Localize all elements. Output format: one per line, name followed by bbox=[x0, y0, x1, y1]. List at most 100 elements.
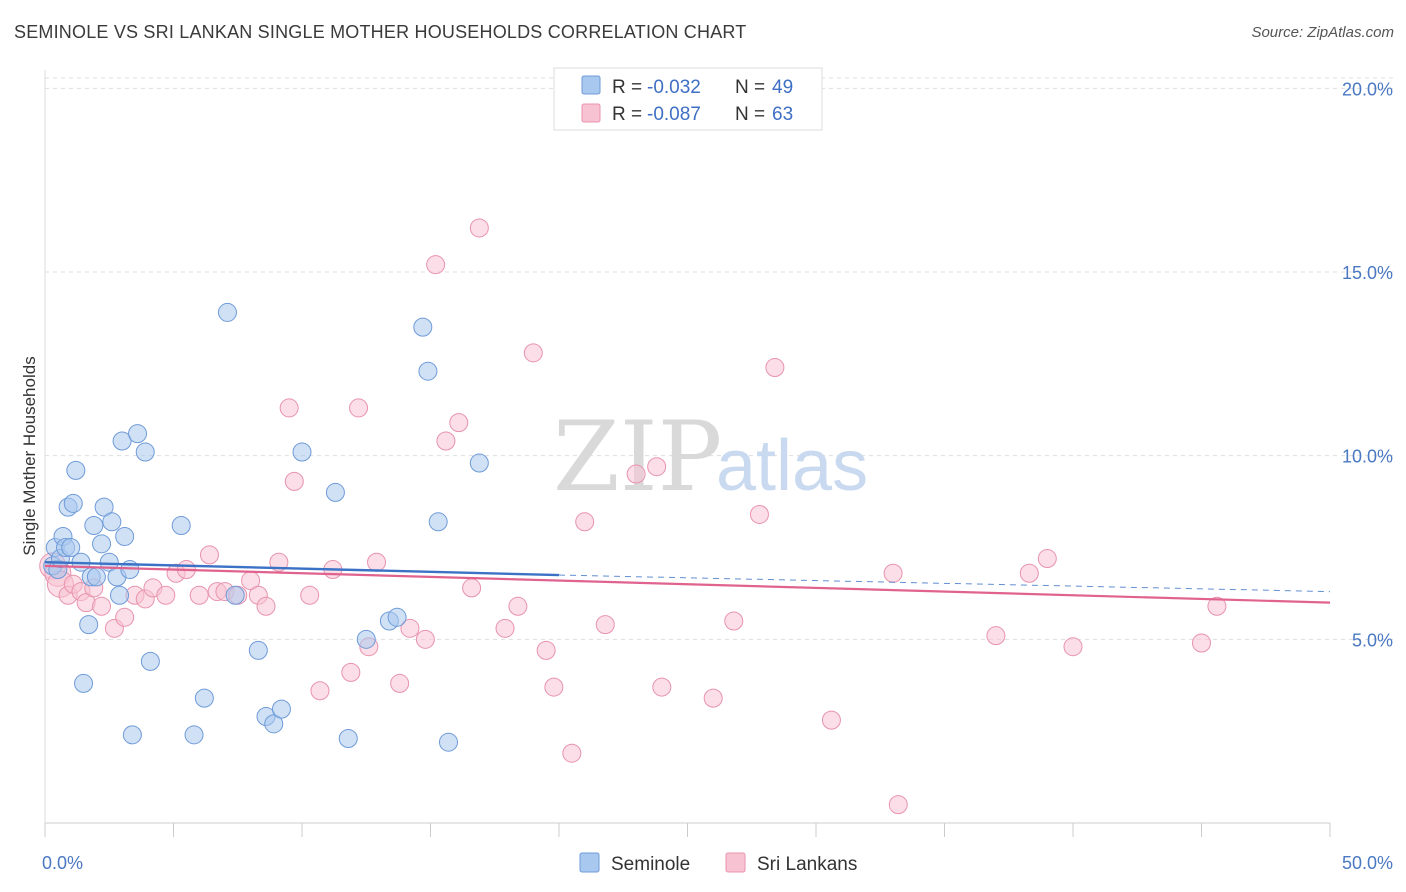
seminole-point bbox=[469, 453, 489, 473]
watermark-zip: ZIP bbox=[553, 401, 722, 513]
srilankan-point bbox=[544, 677, 564, 697]
srilankan-point bbox=[156, 585, 176, 605]
legend-swatch-seminole bbox=[581, 75, 601, 95]
seminole-point bbox=[140, 651, 160, 671]
srilankan-point bbox=[469, 218, 489, 238]
srilankan-point bbox=[562, 743, 582, 763]
srilankan-point bbox=[495, 618, 515, 638]
srilankan-point bbox=[724, 611, 744, 631]
y-tick-label: 5.0% bbox=[1352, 630, 1393, 650]
srilankan-point bbox=[349, 398, 369, 418]
source-label: Source: ZipAtlas.com bbox=[1251, 24, 1394, 41]
srilankan-point bbox=[1207, 596, 1227, 616]
srilankan-point bbox=[536, 640, 556, 660]
srilankan-point bbox=[92, 596, 112, 616]
seminole-point bbox=[413, 317, 433, 337]
y-tick-label: 15.0% bbox=[1342, 263, 1393, 283]
srilankan-point bbox=[703, 688, 723, 708]
seminole-point bbox=[94, 497, 114, 517]
seminole-point bbox=[194, 688, 214, 708]
seminole-point bbox=[128, 424, 148, 444]
srilankan-point bbox=[462, 578, 482, 598]
bottom-legend: Seminole Sri Lankans bbox=[579, 852, 857, 875]
legend-r-value: -0.032 bbox=[647, 77, 701, 98]
srilankan-point bbox=[390, 673, 410, 693]
seminole-point bbox=[122, 725, 142, 745]
series-seminole-points bbox=[43, 302, 489, 752]
srilankan-point bbox=[595, 615, 615, 635]
seminole-trend-line bbox=[44, 561, 560, 577]
srilankan-point bbox=[436, 431, 456, 451]
srilankan-point bbox=[284, 471, 304, 491]
srilankan-point bbox=[508, 596, 528, 616]
srilankan-point bbox=[626, 464, 646, 484]
bottom-legend-swatch-seminole bbox=[579, 852, 600, 873]
srilankan-point bbox=[341, 662, 361, 682]
trend-lines bbox=[44, 561, 1331, 604]
seminole-point bbox=[356, 629, 376, 649]
seminole-point bbox=[61, 538, 81, 558]
x-tick-label-end: 50.0% bbox=[1342, 853, 1393, 873]
seminole-point bbox=[438, 732, 458, 752]
srilankan-point bbox=[986, 626, 1006, 646]
srilankan-point bbox=[575, 512, 595, 532]
srilankan-point bbox=[415, 629, 435, 649]
srilankan-point bbox=[189, 585, 209, 605]
srilankan-point bbox=[256, 596, 276, 616]
srilankan-point bbox=[821, 710, 841, 730]
watermark: ZIP atlas bbox=[553, 401, 868, 513]
legend-r-value: -0.087 bbox=[647, 104, 701, 125]
gridlines bbox=[44, 70, 1393, 823]
srilankan-point bbox=[449, 413, 469, 433]
y-tick-label: 10.0% bbox=[1342, 447, 1393, 467]
seminole-point bbox=[325, 482, 345, 502]
seminole-point bbox=[63, 493, 83, 513]
seminole-point bbox=[225, 585, 245, 605]
srilankan-point bbox=[300, 585, 320, 605]
srilankan-point bbox=[749, 504, 769, 524]
seminole-point bbox=[271, 699, 291, 719]
seminole-point bbox=[264, 714, 284, 734]
srilankan-point bbox=[367, 552, 387, 572]
seminole-point bbox=[171, 515, 191, 535]
bottom-legend-swatch-srilankan bbox=[725, 852, 746, 873]
srilankan-point bbox=[199, 545, 219, 565]
seminole-point bbox=[387, 607, 407, 627]
srilankan-trend-line bbox=[44, 564, 1331, 604]
seminole-point bbox=[79, 615, 99, 635]
legend-n-value: 63 bbox=[772, 104, 793, 125]
seminole-point bbox=[248, 640, 268, 660]
legend-n-label: N = bbox=[735, 104, 765, 125]
seminole-point bbox=[92, 534, 112, 554]
seminole-point bbox=[428, 512, 448, 532]
srilankan-point bbox=[115, 607, 135, 627]
seminole-point bbox=[112, 431, 132, 451]
y-axis-title-text: Single Mother Households bbox=[20, 356, 39, 555]
srilankan-point bbox=[1037, 549, 1057, 569]
y-tick-labels: 5.0% 10.0% 15.0% 20.0% bbox=[1342, 79, 1393, 650]
seminole-point bbox=[86, 567, 106, 587]
srilankan-point bbox=[888, 795, 908, 815]
seminole-point bbox=[110, 585, 130, 605]
srilankan-point bbox=[269, 552, 289, 572]
legend-r-label: R = bbox=[612, 77, 642, 98]
seminole-point bbox=[418, 361, 438, 381]
y-axis-title: Single Mother Households bbox=[20, 356, 39, 555]
srilankan-point bbox=[400, 618, 420, 638]
series-srilankan-points bbox=[39, 218, 1227, 815]
srilankan-point bbox=[652, 677, 672, 697]
srilankan-point bbox=[279, 398, 299, 418]
seminole-point bbox=[115, 526, 135, 546]
seminole-point bbox=[184, 725, 204, 745]
srilankan-point bbox=[523, 343, 543, 363]
legend-n-value: 49 bbox=[772, 77, 793, 98]
seminole-point bbox=[292, 442, 312, 462]
x-axis bbox=[44, 822, 1331, 837]
legend-n-label: N = bbox=[735, 77, 765, 98]
bottom-legend-label-srilankan: Sri Lankans bbox=[757, 854, 857, 875]
seminole-point bbox=[338, 729, 358, 749]
seminole-point bbox=[84, 515, 104, 535]
legend-swatch-srilankan bbox=[581, 103, 601, 123]
srilankan-point bbox=[765, 358, 785, 378]
